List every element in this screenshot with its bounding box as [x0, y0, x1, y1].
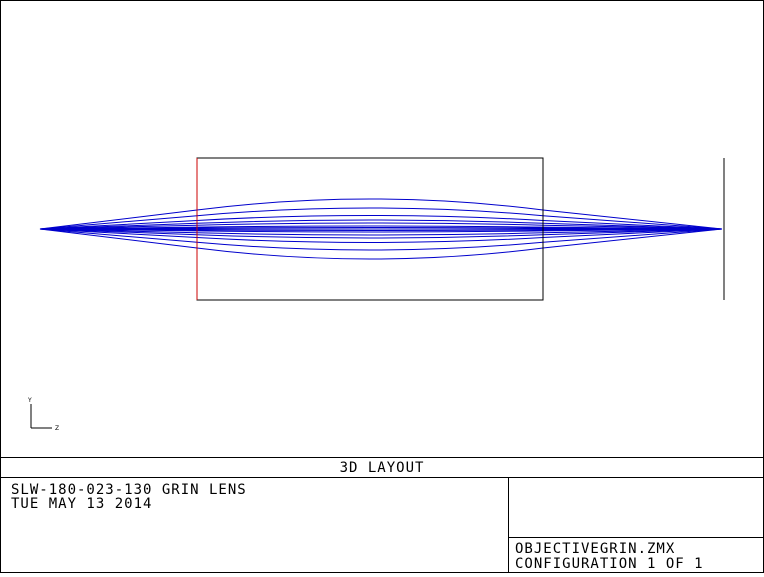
- ray-path: [39, 227, 723, 230]
- axis-y-label: Y: [27, 397, 32, 404]
- date-stamp: TUE MAY 13 2014: [11, 496, 152, 512]
- configuration-label: CONFIGURATION 1 OF 1: [515, 556, 704, 572]
- ray-bundle: [39, 198, 723, 260]
- ray-path: [39, 225, 723, 230]
- layout-plot: Y Z: [27, 157, 725, 432]
- ray-path: [39, 198, 723, 230]
- axis-indicator: Y Z: [27, 397, 59, 432]
- file-name: OBJECTIVEGRIN.ZMX: [515, 541, 675, 557]
- ray-path: [39, 228, 723, 239]
- ray-path: [39, 207, 723, 230]
- ray-path: [39, 228, 723, 233]
- ray-path: [39, 228, 723, 231]
- ray-path: [39, 228, 723, 260]
- layout-title: 3D LAYOUT: [340, 460, 425, 476]
- lens-description: SLW-180-023-130 GRIN LENS: [11, 482, 247, 498]
- axis-z-label: Z: [55, 425, 59, 432]
- ray-path: [39, 222, 723, 230]
- ray-path: [39, 228, 723, 236]
- ray-path: [39, 215, 723, 230]
- ray-path: [39, 228, 723, 243]
- ray-path: [39, 219, 723, 230]
- ray-path: [39, 228, 723, 251]
